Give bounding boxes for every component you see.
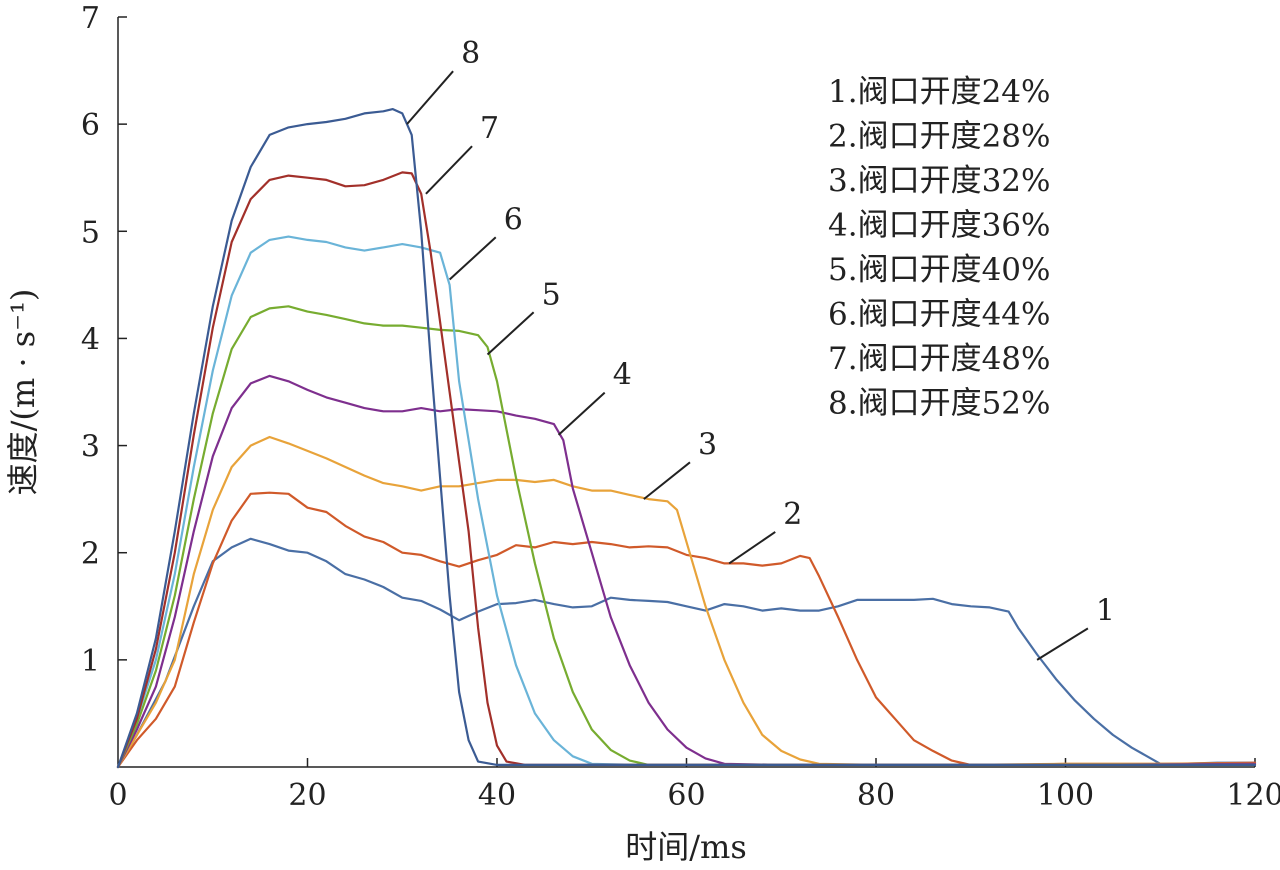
legend-entry-4: 4.阀口开度36% xyxy=(828,208,1050,244)
legend-entry-8: 8.阀口开度52% xyxy=(828,386,1050,422)
series-line-2 xyxy=(116,491,1257,769)
callout-label-7: 7 xyxy=(480,111,499,146)
x-tick-label: 120 xyxy=(1226,778,1280,813)
series-line-7 xyxy=(116,171,1257,769)
callout-leader-5 xyxy=(486,311,535,356)
series-line-3 xyxy=(116,435,1257,769)
y-tick-label: 1 xyxy=(81,644,100,679)
x-axis-title: 时间/ms xyxy=(625,828,747,866)
callout-leader-8 xyxy=(406,70,454,125)
x-tick-label: 20 xyxy=(288,778,326,813)
legend-entry-1: 1.阀口开度24% xyxy=(828,74,1050,110)
callout-label-1: 1 xyxy=(1096,593,1115,628)
callout-leader-2 xyxy=(728,531,776,565)
callout-label-5: 5 xyxy=(542,277,561,312)
legend-entry-6: 6.阀口开度44% xyxy=(828,297,1050,333)
y-tick-label: 3 xyxy=(81,430,100,465)
chart-callouts: 1 2 3 4 5 6 7 8 xyxy=(406,36,1115,661)
legend-entry-3: 3.阀口开度32% xyxy=(828,163,1050,199)
chart-series xyxy=(116,108,1257,769)
x-tick-label: 100 xyxy=(1037,778,1094,813)
y-tick-label: 4 xyxy=(81,322,100,357)
x-tick-label: 80 xyxy=(857,778,895,813)
x-tick-label: 40 xyxy=(478,778,516,813)
y-axis-title: 速度/(m · s⁻¹) xyxy=(4,289,42,496)
chart-ticks: 0 20 40 60 80 100 120 1 2 3 4 5 6 7 xyxy=(81,1,1280,813)
legend-entry-5: 5.阀口开度40% xyxy=(828,252,1050,288)
callout-label-3: 3 xyxy=(698,427,717,462)
callout-leader-1 xyxy=(1036,627,1089,661)
series-line-8 xyxy=(116,108,1257,769)
y-tick-label: 7 xyxy=(81,1,100,36)
callout-label-4: 4 xyxy=(613,358,632,393)
chart-legend: 1.阀口开度24% 2.阀口开度28% 3.阀口开度32% 4.阀口开度36% 5.阀口… xyxy=(828,74,1050,422)
callout-leader-3 xyxy=(643,461,691,500)
legend-entry-7: 7.阀口开度48% xyxy=(828,341,1050,377)
series-line-5 xyxy=(116,305,1257,769)
x-tick-label: 60 xyxy=(667,778,705,813)
y-tick-label: 6 xyxy=(81,108,100,143)
callout-leader-6 xyxy=(448,236,497,281)
callout-label-2: 2 xyxy=(783,497,802,532)
callout-label-8: 8 xyxy=(461,36,480,71)
callout-leader-4 xyxy=(557,391,606,436)
legend-entry-2: 2.阀口开度28% xyxy=(828,119,1050,155)
series-line-1 xyxy=(116,537,1257,769)
y-tick-label: 5 xyxy=(81,215,100,250)
callout-leader-7 xyxy=(425,145,473,195)
series-line-6 xyxy=(116,235,1257,769)
x-tick-label: 0 xyxy=(108,778,127,813)
chart-axes xyxy=(117,17,1255,768)
y-tick-label: 2 xyxy=(81,537,100,572)
callout-label-6: 6 xyxy=(504,202,523,237)
series-line-4 xyxy=(116,374,1257,769)
